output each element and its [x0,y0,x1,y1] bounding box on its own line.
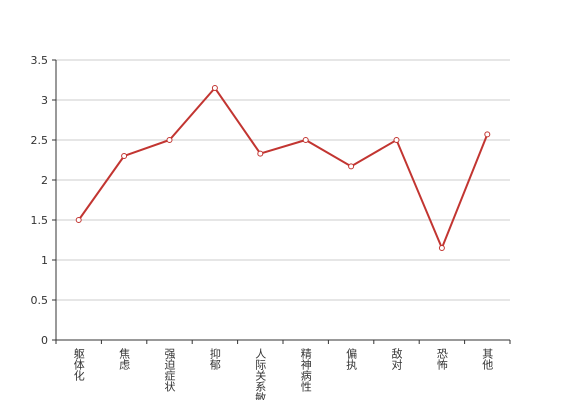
y-tick-label: 3.5 [31,54,49,67]
point [348,163,355,170]
y-tick-label: 2 [41,174,48,187]
x-tick-label: 偏执 [345,347,358,371]
x-tick-label: 焦虑 [118,348,131,370]
x-tick-label: 精神病性 [299,348,312,393]
x-tick-label: 敌对 [390,347,403,370]
x-tick-label: 躯体化 [72,348,85,382]
y-tick-label: 1.5 [31,214,49,227]
point [257,150,264,157]
x-tick-label: 抑郁 [208,347,221,370]
x-tick-label: 恐怖 [435,348,448,370]
x-tick-label: 人际关系敏感 [254,348,267,400]
x-tick-label: 其他 [481,348,494,370]
y-tick-label: 0 [41,334,48,347]
point [393,137,400,143]
point [121,153,128,159]
point [302,137,309,143]
point [438,245,445,251]
y-tick-label: 1 [41,254,48,267]
point [211,85,218,91]
y-tick-label: 0.5 [31,294,49,307]
y-tick-label: 3 [41,94,48,107]
line [77,86,489,251]
point [166,137,173,143]
y-tick-label: 2.5 [31,134,49,147]
point [75,217,82,223]
x-tick-label: 强迫症状 [163,348,176,392]
point [484,131,491,138]
